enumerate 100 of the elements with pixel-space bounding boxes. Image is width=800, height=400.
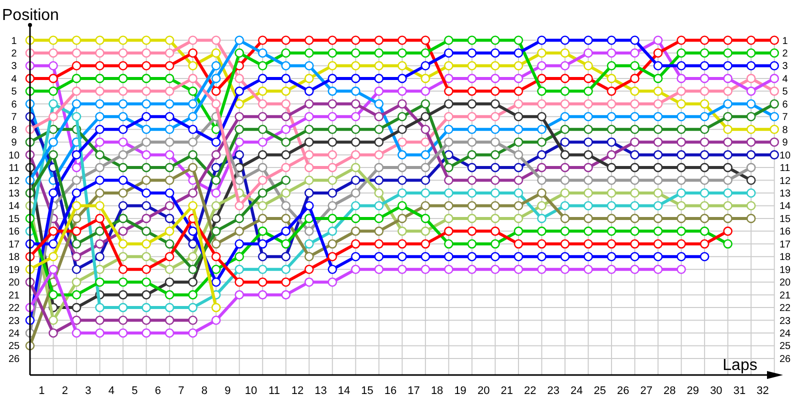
x-tick-label: 10	[244, 384, 258, 397]
point	[514, 86, 524, 96]
point	[211, 162, 221, 172]
point	[95, 124, 104, 134]
x-tick-label: 22	[524, 384, 536, 397]
point	[95, 214, 104, 224]
point	[584, 48, 593, 58]
point	[398, 264, 407, 274]
point	[374, 252, 384, 262]
point	[188, 99, 198, 109]
point	[258, 36, 268, 45]
point	[95, 188, 104, 198]
point	[490, 264, 500, 274]
point	[490, 239, 500, 249]
point	[234, 201, 244, 210]
point	[676, 226, 686, 236]
y2-tick-label: 11	[780, 163, 791, 174]
point	[281, 201, 291, 210]
point	[676, 61, 686, 70]
point	[770, 150, 779, 160]
point	[304, 99, 314, 109]
point	[304, 112, 314, 122]
point	[770, 86, 779, 96]
x-tick-label: 1	[38, 384, 45, 397]
point	[164, 150, 174, 160]
point	[48, 252, 58, 262]
point	[188, 188, 198, 198]
point	[676, 201, 686, 210]
point	[351, 239, 360, 249]
point	[142, 86, 151, 96]
y2-tick-label: 8	[782, 124, 788, 136]
point	[188, 61, 198, 70]
point	[420, 99, 430, 109]
point	[746, 99, 756, 109]
point	[490, 48, 500, 58]
point	[142, 162, 151, 172]
point	[653, 176, 663, 185]
point	[514, 150, 524, 160]
point	[258, 74, 268, 84]
point	[584, 239, 593, 249]
point	[746, 36, 756, 45]
point	[630, 150, 640, 160]
point	[328, 277, 338, 287]
point	[211, 201, 221, 210]
point	[723, 137, 732, 147]
point	[304, 239, 314, 249]
point	[95, 137, 104, 147]
point	[142, 61, 151, 70]
y2-tick-label: 21	[779, 290, 791, 302]
point	[304, 137, 314, 147]
point	[420, 74, 430, 84]
point	[700, 137, 710, 147]
point	[188, 162, 198, 172]
point	[420, 36, 430, 45]
point	[72, 74, 82, 84]
point	[72, 86, 82, 96]
point	[351, 162, 360, 172]
point	[72, 328, 82, 338]
point	[560, 99, 570, 109]
point	[211, 226, 221, 236]
point	[118, 188, 128, 198]
point	[467, 112, 477, 122]
point	[490, 201, 500, 210]
x-tick-label: 20	[477, 384, 490, 397]
point	[281, 214, 291, 224]
point	[723, 61, 732, 70]
point	[676, 124, 686, 134]
point	[490, 61, 500, 70]
point	[281, 162, 291, 172]
y-tick-label: 14	[8, 201, 20, 212]
point	[630, 86, 640, 96]
x-tick-label: 13	[314, 384, 327, 397]
point	[164, 252, 174, 262]
point	[258, 188, 268, 198]
point	[72, 277, 82, 287]
x-tick-label: 29	[686, 384, 700, 397]
point	[398, 99, 407, 109]
point	[653, 137, 663, 147]
point	[560, 226, 570, 236]
point	[676, 188, 686, 198]
point	[211, 150, 221, 160]
y-tick-label: 8	[11, 124, 18, 136]
point	[653, 36, 663, 45]
point	[351, 201, 360, 210]
point	[630, 74, 640, 84]
point	[95, 239, 104, 249]
point	[467, 176, 477, 185]
point	[118, 264, 128, 274]
point	[164, 290, 174, 300]
point	[188, 124, 198, 134]
y2-tick-label: 26	[779, 354, 791, 365]
point	[537, 176, 546, 185]
x-tick-label: 5	[132, 384, 138, 397]
point	[258, 214, 268, 224]
point	[95, 99, 104, 109]
point	[770, 137, 779, 147]
point	[281, 36, 291, 45]
point	[514, 124, 524, 134]
point	[142, 124, 151, 134]
point	[560, 176, 570, 185]
